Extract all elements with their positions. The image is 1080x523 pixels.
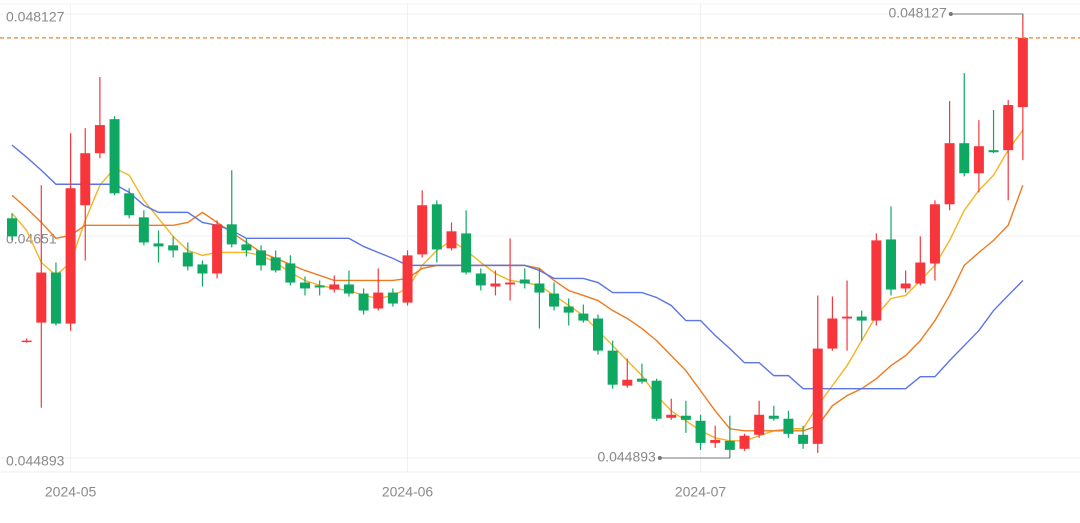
candle-body xyxy=(666,414,677,418)
candle-body xyxy=(622,379,633,386)
high-marker-line xyxy=(950,13,1024,18)
candle-body xyxy=(827,318,838,349)
candle-body xyxy=(842,316,853,319)
candle-body xyxy=(138,217,149,243)
y-tick-label: 0.048127 xyxy=(6,9,65,25)
candle-body xyxy=(988,150,999,153)
candle-body xyxy=(7,218,17,237)
high-label: 0.048127 xyxy=(888,5,947,21)
candle-body xyxy=(505,282,516,285)
candle-body xyxy=(680,415,691,420)
high-marker-dot xyxy=(948,12,953,16)
candle-body xyxy=(21,340,32,343)
candle-body xyxy=(36,272,47,323)
candle-body xyxy=(768,415,779,419)
candle-body xyxy=(871,240,882,321)
candle-body xyxy=(226,224,237,245)
candle-body xyxy=(578,313,589,321)
candle-body xyxy=(182,252,193,267)
candle-body xyxy=(212,224,223,274)
candle-body xyxy=(270,257,281,271)
candle-body xyxy=(329,284,340,290)
candle-body xyxy=(812,348,823,444)
candle-body xyxy=(168,245,179,251)
candle-body xyxy=(461,233,472,273)
candle-body xyxy=(695,420,706,443)
x-tick-label: 2024-07 xyxy=(675,484,727,500)
candle-body xyxy=(80,153,91,206)
candle-body xyxy=(724,440,735,450)
candle-body xyxy=(754,414,765,435)
ma-line xyxy=(11,129,1024,442)
candle-body xyxy=(1017,37,1028,108)
candle-body xyxy=(739,435,750,449)
candle-body xyxy=(798,434,809,444)
x-tick-label: 2024-05 xyxy=(45,484,97,500)
candle-body xyxy=(651,380,662,419)
candle-body xyxy=(593,318,603,351)
low-marker-line xyxy=(659,454,731,459)
candle-body xyxy=(490,283,501,287)
candle-body xyxy=(343,284,354,294)
candle-body xyxy=(519,279,530,284)
candle-body xyxy=(402,255,413,303)
candle-body xyxy=(929,204,940,264)
candle-body xyxy=(900,283,911,289)
candle-body xyxy=(109,119,120,194)
candle-body xyxy=(783,418,794,434)
candle-body xyxy=(636,378,647,382)
candle-body xyxy=(285,263,296,283)
candle-body xyxy=(50,272,61,324)
candle-body xyxy=(915,262,926,284)
candle-body xyxy=(475,273,486,286)
candle-body xyxy=(373,292,384,309)
y-tick-label: 0.044893 xyxy=(6,453,65,469)
candle-body xyxy=(563,306,574,313)
candle-body xyxy=(973,146,984,174)
candle-body xyxy=(886,239,896,290)
x-tick-label: 2024-06 xyxy=(382,484,434,500)
candle-body xyxy=(944,143,955,205)
candle-body xyxy=(65,188,76,324)
candle-body xyxy=(387,292,398,304)
candle-body xyxy=(710,439,721,443)
candle-body xyxy=(241,244,252,251)
candle-body xyxy=(431,204,442,250)
candle-body xyxy=(94,125,105,154)
candle-body xyxy=(153,243,164,247)
candle-body xyxy=(549,293,560,307)
ma-line xyxy=(11,184,1024,432)
candle-body xyxy=(300,282,310,289)
candle-body xyxy=(607,350,618,385)
low-marker-dot xyxy=(657,456,662,460)
candle-body xyxy=(124,193,135,216)
candle-body xyxy=(446,231,457,249)
candle-body xyxy=(358,293,369,311)
candle-body xyxy=(856,316,867,321)
candle-body xyxy=(1003,105,1014,151)
candle-body xyxy=(256,250,267,266)
candle-body xyxy=(197,264,208,274)
candle-body xyxy=(534,283,545,293)
low-label: 0.044893 xyxy=(597,449,656,465)
candle-body xyxy=(314,285,325,288)
candle-body xyxy=(417,205,428,255)
y-tick-label: 0.04651 xyxy=(6,231,57,247)
candle-body xyxy=(959,143,970,174)
ma-line xyxy=(11,144,1024,390)
